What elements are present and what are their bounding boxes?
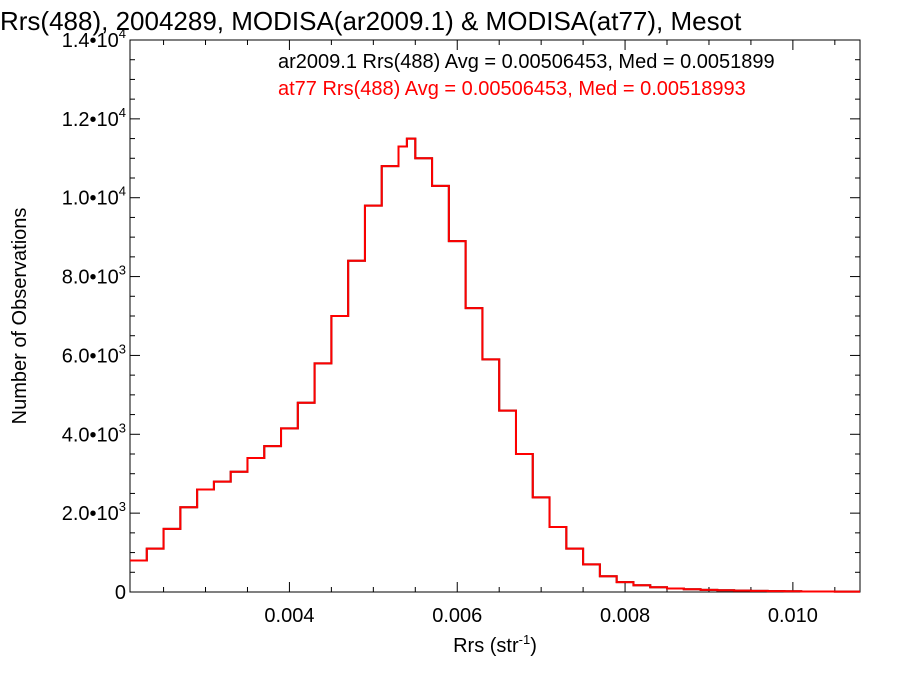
x-axis-label-text: Rrs (str — [453, 635, 519, 657]
y-tick-label: 4.0•103 — [62, 420, 126, 446]
y-tick-mantissa: 6.0•10 — [62, 345, 119, 367]
y-tick-exponent: 3 — [119, 499, 126, 514]
y-tick-exponent: 4 — [119, 184, 126, 199]
y-tick-mantissa: 2.0•10 — [62, 503, 119, 525]
y-tick-label: 1.4•104 — [62, 26, 126, 52]
y-tick-exponent: 3 — [119, 341, 126, 356]
y-axis-label: Number of Observations — [9, 208, 31, 425]
x-axis-label-superscript: -1 — [519, 632, 531, 647]
y-tick-label: 1.2•104 — [62, 105, 126, 131]
x-axis-ticks: 0.004 0.006 0.008 0.010 — [163, 40, 836, 627]
y-tick-mantissa: 8.0•10 — [62, 267, 119, 289]
series-line-at77 — [130, 137, 860, 593]
x-tick-label: 0.004 — [264, 605, 314, 627]
y-tick-exponent: 3 — [119, 263, 126, 278]
y-tick-mantissa: 1.4•10 — [62, 30, 119, 52]
y-axis-ticks: 02.0•1034.0•1036.0•1038.0•1031.0•1041.2•… — [62, 26, 860, 604]
x-tick-label: 0.008 — [600, 605, 650, 627]
y-tick-label: 0 — [115, 582, 126, 604]
chart-title: Rrs(488), 2004289, MODISA(ar2009.1) & MO… — [0, 6, 742, 36]
y-tick-label: 8.0•103 — [62, 263, 126, 289]
plot-area-frame — [129, 39, 861, 593]
x-axis-label-close: ) — [530, 635, 537, 657]
y-tick-mantissa: 0 — [115, 582, 126, 604]
y-tick-label: 6.0•103 — [62, 341, 126, 367]
y-tick-exponent: 4 — [119, 105, 126, 120]
x-axis-label: Rrs (str-1) — [453, 632, 537, 657]
y-tick-mantissa: 1.2•10 — [62, 109, 119, 131]
legend-entry: at77 Rrs(488) Avg = 0.00506453, Med = 0.… — [278, 78, 746, 100]
legend-entry: ar2009.1 Rrs(488) Avg = 0.00506453, Med … — [278, 51, 775, 73]
y-tick-exponent: 3 — [119, 420, 126, 435]
x-tick-label: 0.010 — [768, 605, 818, 627]
x-tick-label: 0.006 — [432, 605, 482, 627]
y-tick-label: 1.0•104 — [62, 184, 126, 210]
series-line-ar2009.1 — [130, 137, 860, 593]
y-tick-exponent: 4 — [119, 26, 126, 41]
series-layer — [130, 137, 860, 593]
y-tick-mantissa: 1.0•10 — [62, 188, 119, 210]
y-tick-label: 2.0•103 — [62, 499, 126, 525]
legend: ar2009.1 Rrs(488) Avg = 0.00506453, Med … — [278, 51, 775, 100]
y-tick-mantissa: 4.0•10 — [62, 424, 119, 446]
